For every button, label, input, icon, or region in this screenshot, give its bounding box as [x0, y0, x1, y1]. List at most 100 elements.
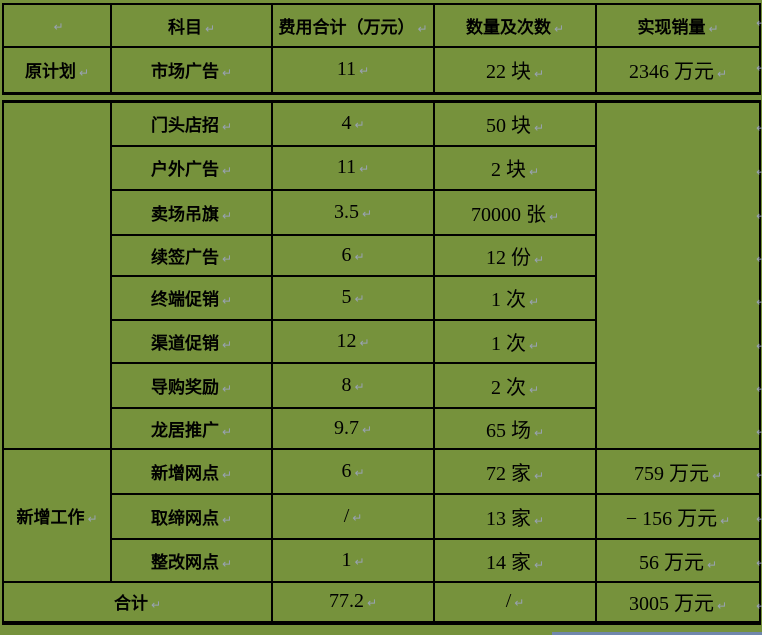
cell-cost[interactable]: 6 [271, 447, 435, 495]
cell-value: 3005 万元 [628, 593, 714, 615]
cell-quantity[interactable]: 1 次 [433, 274, 597, 321]
cell-plan-sales[interactable]: 2346 万元 [595, 46, 761, 94]
cell-sales[interactable]: 56 万元 [595, 537, 761, 583]
cell-sales[interactable]: 759 万元 [595, 447, 761, 495]
cell-cost[interactable]: 1 [271, 537, 435, 583]
header-cell-sales[interactable]: 实现销量 [595, 3, 761, 48]
table-row: 合计 77.2 / 3005 万元 [2, 580, 761, 624]
cell-quantity[interactable]: 2 块 [433, 144, 597, 191]
cell-plan-item[interactable]: 市场广告 [110, 46, 273, 94]
paragraph-mark-icon [354, 118, 364, 132]
paragraph-mark-icon [367, 596, 377, 610]
cell-value: / [505, 590, 512, 612]
table-row: 续签广告 6 12 份 [3, 233, 760, 277]
cell-newwork-group[interactable]: 新增工作 [2, 447, 112, 583]
cell-total-cost[interactable]: 77.2 [271, 580, 435, 624]
row-item-label: 门头店招 [150, 116, 219, 136]
table-row: 取缔网点 / 13 家 − 156 万元 [3, 492, 761, 540]
paragraph-mark-icon [222, 164, 232, 178]
cell-value: 11 [336, 156, 357, 178]
cell-quantity[interactable]: 12 份 [433, 233, 597, 277]
cell-item[interactable]: 门头店招 [110, 100, 273, 147]
paragraph-mark-icon [720, 514, 730, 528]
cell-quantity[interactable]: 2 次 [433, 361, 597, 409]
cell-cost[interactable]: 8 [271, 361, 435, 409]
paragraph-mark-icon [222, 382, 232, 396]
cell-item[interactable]: 终端促销 [110, 274, 273, 321]
header-cell-subject[interactable]: 科目 [110, 3, 273, 48]
cell-cost[interactable]: 9.7 [271, 406, 435, 450]
cell-quantity[interactable]: 65 场 [433, 406, 597, 450]
cell-item[interactable]: 卖场吊旗 [110, 188, 273, 236]
header-cell-empty[interactable] [2, 3, 112, 48]
paragraph-mark-icon [354, 292, 364, 306]
paragraph-mark-icon [756, 425, 762, 439]
paragraph-mark-icon [222, 66, 232, 80]
cell-item[interactable]: 续签广告 [110, 233, 273, 277]
cell-quantity[interactable]: 72 家 [433, 447, 597, 495]
cell-plan-cost[interactable]: 11 [271, 46, 435, 94]
cell-value: 6 [341, 243, 352, 266]
cell-sales[interactable]: − 156 万元 [595, 492, 761, 540]
detail-table: 门头店招 4 50 块 户外广告 11 2 块 卖场吊旗 3.5 70000 张… [2, 100, 761, 625]
cell-item[interactable]: 新增网点 [110, 447, 273, 495]
paragraph-mark-icon [352, 511, 362, 525]
cell-plan-quantity[interactable]: 22 块 [433, 46, 597, 94]
column-header-label: 数量及次数 [465, 18, 551, 37]
cell-value: 4 [341, 112, 352, 135]
table-row: 科目 费用合计（万元） 数量及次数 实现销量 [2, 3, 761, 48]
cell-cost[interactable]: 5 [271, 274, 435, 321]
paragraph-mark-icon [534, 426, 544, 440]
cell-value: 759 万元 [633, 462, 709, 485]
paragraph-mark-icon [359, 162, 369, 176]
cell-value: 5 [341, 286, 352, 308]
cell-value: 1 次 [490, 332, 526, 355]
paragraph-mark-icon [362, 423, 372, 437]
paragraph-mark-icon [756, 121, 762, 135]
table-row: 终端促销 5 1 次 [3, 274, 760, 321]
cell-cost[interactable]: 6 [271, 233, 435, 277]
cell-sales-empty[interactable] [595, 100, 761, 450]
cell-item[interactable]: 导购奖励 [110, 361, 273, 409]
cell-quantity[interactable]: 70000 张 [433, 188, 597, 236]
cell-item[interactable]: 渠道促销 [110, 318, 273, 364]
paragraph-mark-icon [756, 209, 762, 223]
header-cell-quantity[interactable]: 数量及次数 [433, 3, 597, 48]
table-row: 新增工作 新增网点 6 72 家 759 万元 [2, 447, 761, 583]
paragraph-mark-icon [756, 468, 762, 482]
header-cell-cost[interactable]: 费用合计（万元） [271, 3, 435, 48]
paragraph-mark-icon [222, 557, 232, 571]
cell-cost[interactable]: / [271, 492, 435, 540]
cell-cost[interactable]: 3.5 [271, 188, 435, 236]
paragraph-mark-icon [717, 599, 727, 613]
cell-quantity[interactable]: 13 家 [433, 492, 597, 540]
paragraph-mark-icon [362, 207, 372, 221]
cell-item[interactable]: 户外广告 [110, 144, 273, 191]
paragraph-mark-icon [708, 22, 718, 36]
cell-item[interactable]: 整改网点 [110, 537, 273, 583]
row-end-marks [756, 0, 762, 635]
cell-cost[interactable]: 12 [271, 318, 435, 364]
cell-value: 70000 张 [470, 203, 546, 226]
paragraph-mark-icon [87, 512, 97, 526]
row-group-label: 新增工作 [16, 507, 85, 527]
row-item-label: 取缔网点 [150, 508, 219, 528]
paragraph-mark-icon [222, 294, 232, 308]
cell-cost[interactable]: 11 [271, 144, 435, 191]
cell-cost[interactable]: 4 [271, 100, 435, 147]
paragraph-mark-icon [529, 383, 539, 397]
cell-total-quantity[interactable]: / [433, 580, 597, 624]
cell-item[interactable]: 龙居推广 [110, 406, 273, 450]
cell-plan-group[interactable]: 原计划 [2, 46, 112, 94]
cell-quantity[interactable]: 1 次 [433, 318, 597, 364]
cell-total-label[interactable]: 合计 [2, 580, 273, 624]
cell-quantity[interactable]: 14 家 [433, 537, 597, 583]
cell-total-sales[interactable]: 3005 万元 [595, 580, 761, 624]
cell-quantity[interactable]: 50 块 [433, 100, 597, 147]
cell-value: 9.7 [333, 416, 359, 439]
row-item-label: 户外广告 [150, 160, 219, 179]
row-item-label: 卖场吊旗 [150, 204, 219, 224]
cell-group-empty[interactable] [2, 100, 112, 450]
cell-item[interactable]: 取缔网点 [110, 492, 273, 540]
